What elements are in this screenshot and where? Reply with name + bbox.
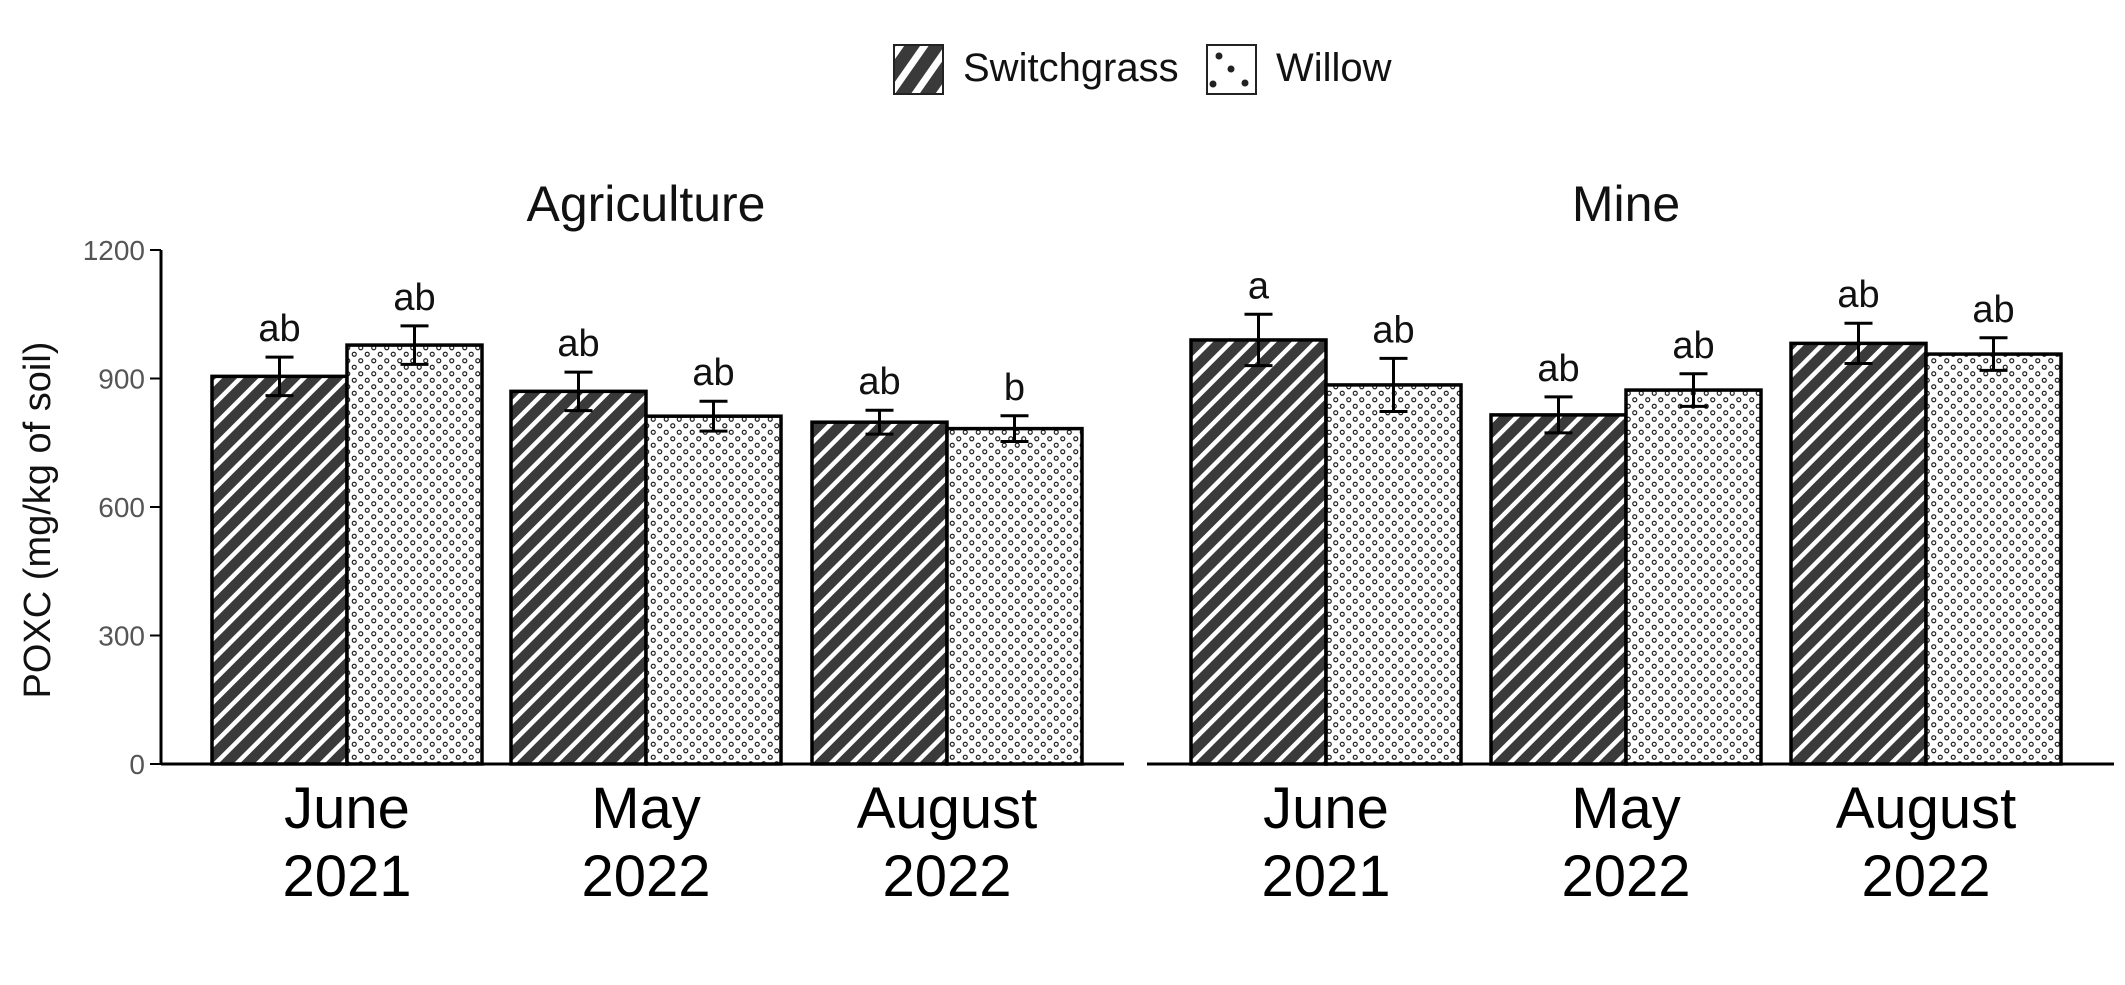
y-tick-label: 900 [98,364,145,395]
x-tick-label: 2022 [1861,844,1990,909]
legend: Switchgrass Willow [893,44,1392,95]
panel-title-agriculture: Agriculture [527,176,766,232]
bar-switchgrass [1189,338,1328,766]
legend-label-willow: Willow [1276,46,1392,90]
bar-willow [1324,383,1463,766]
x-tick-label: 2021 [282,844,411,909]
significance-letter: a [1248,265,1270,307]
x-tick-label: 2022 [581,844,710,909]
legend-swatch-dot [1215,52,1223,60]
significance-letter: ab [1372,309,1414,351]
legend-item-switchgrass: Switchgrass [893,44,1179,95]
bar-willow [345,343,484,766]
x-tick-label: 2022 [1561,844,1690,909]
significance-letter: ab [393,277,435,319]
x-tick-label: August [857,776,1038,841]
bar-willow [1924,352,2063,766]
x-axis-labels: June2021May2022August2022June2021May2022… [282,776,2016,909]
x-tick-label: June [1263,776,1389,841]
bar-willow [644,414,783,766]
significance-letter: ab [858,361,900,403]
legend-item-willow: Willow [1206,44,1392,95]
bar-switchgrass [509,389,648,766]
y-tick-label: 300 [98,621,145,652]
bar-switchgrass [1489,413,1628,766]
x-tick-label: 2021 [1261,844,1390,909]
plot-area: ab ab ab ab ab b a ab ab ab ab ab [210,265,2063,766]
significance-letter: ab [1537,348,1579,390]
significance-letter: ab [1972,289,2014,331]
x-tick-label: June [284,776,410,841]
legend-swatch-dot [1241,79,1249,87]
panel-title-mine: Mine [1572,176,1680,232]
y-axis-title: POXC (mg/kg of soil) [17,342,59,699]
x-tick-label: May [591,776,701,841]
x-tick-label: 2022 [882,844,1011,909]
significance-letter: ab [557,323,599,365]
significance-letter: ab [258,308,300,350]
significance-letter: ab [1837,274,1879,316]
bar-willow [1624,388,1763,766]
bar-switchgrass [810,420,949,766]
significance-letter: ab [1672,325,1714,367]
legend-swatch-dot [1227,65,1235,73]
significance-letter: ab [692,352,734,394]
x-tick-label: May [1571,776,1681,841]
legend-label-switchgrass: Switchgrass [963,46,1179,90]
bar-switchgrass [1789,341,1928,766]
bar-switchgrass [210,374,349,766]
bar-willow [945,426,1084,766]
y-axis-ticks: 0 300 600 900 1200 [83,235,161,780]
y-axis: 0 300 600 900 1200 [83,235,163,780]
significance-letter: b [1004,367,1025,409]
legend-swatch-switchgrass [893,44,944,95]
y-tick-label: 600 [98,492,145,523]
x-tick-label: August [1836,776,2017,841]
y-tick-label: 0 [129,749,145,780]
y-tick-label: 1200 [83,235,145,266]
legend-swatch-dot [1209,80,1217,88]
